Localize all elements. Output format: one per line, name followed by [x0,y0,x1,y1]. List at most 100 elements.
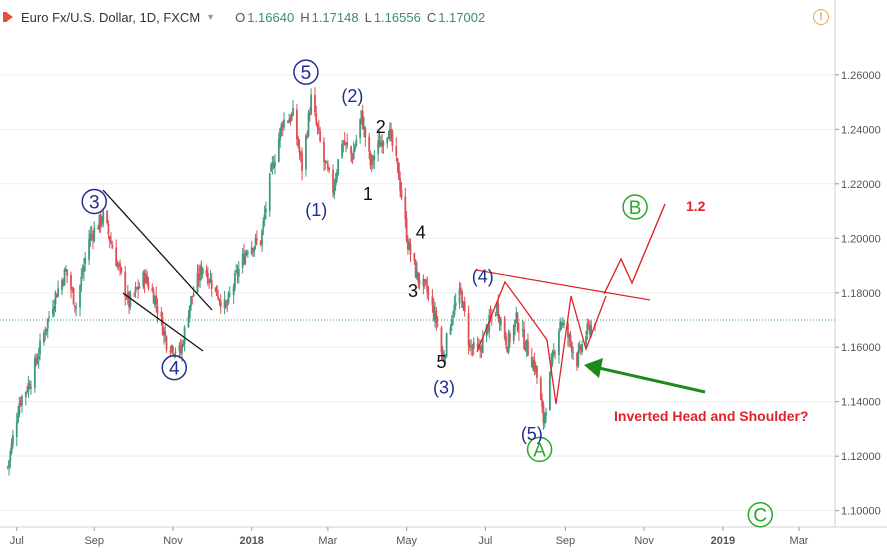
candle-body [155,295,158,305]
candle-body [352,150,355,160]
arrow-head [584,358,603,378]
candle-body [39,340,41,355]
candle-body [201,268,204,275]
candle-body [432,305,435,320]
candle-body [116,263,119,268]
candle-body [84,257,87,264]
candle-body [217,295,220,300]
candle-body [214,287,217,291]
wave-label-paren: (1) [305,200,327,220]
arrow-shaft [598,366,706,394]
candle-body [539,378,542,401]
candle-body [88,239,90,260]
candle-body [333,185,336,195]
candle-body [182,343,185,346]
candle-body [244,253,247,265]
candle-body [64,268,67,271]
candle-body [111,244,114,249]
candle-body [361,111,364,129]
candle-body [210,280,213,289]
candle-body [436,324,439,326]
candle-body [124,271,127,297]
low-label: L [364,9,372,25]
candle-body [196,273,199,293]
candle-body [119,263,121,267]
candle-body [151,288,154,292]
candle-body [516,313,519,331]
wedge-upper-line [102,189,213,311]
candle-body [146,275,149,283]
alert-icon[interactable]: ! [813,9,829,25]
x-tick-label: 2018 [239,535,263,547]
candle-body [576,353,578,367]
candle-body [336,172,338,181]
y-tick-label: 1.20000 [841,233,881,245]
candle-body [408,242,411,250]
candle-body [350,146,353,155]
candle-body [66,269,69,276]
candle-body [270,165,272,172]
candle-body [422,279,425,286]
candle-body [174,351,177,353]
candle-body [75,307,78,309]
candle-body [17,415,19,422]
candle-body [476,343,479,348]
candle-body [462,302,465,309]
candle-body [487,325,489,332]
candle-body [73,305,76,308]
x-tick-label: Sep [84,535,104,547]
candle-body [441,351,444,360]
candle-body [306,136,309,138]
candle-body [551,353,554,364]
candle-body [581,343,584,353]
candle-body [101,221,103,224]
candle-body [524,347,527,351]
candle-body [386,138,389,144]
candle-body [255,239,258,241]
candle-body [377,140,380,155]
candle-body [187,317,190,328]
candle-body [369,152,372,166]
candle-body [548,372,551,411]
wave-label-plain: 2 [376,117,386,137]
candle-body [128,292,130,308]
open-value: 1.16640 [247,9,295,25]
candle-body [459,287,462,290]
candle-body [8,460,10,468]
candle-body [360,110,363,119]
candle-body [468,344,471,348]
candle-body [192,293,195,297]
candle-body [170,345,173,351]
candle-body [563,323,565,325]
candle-body [271,162,274,167]
candle-body [292,107,294,116]
candle-body [92,234,94,240]
candle-body [404,196,407,220]
candle-body [19,401,22,405]
candle-body [515,312,518,322]
candle-body [33,358,36,389]
candle-body [479,347,482,350]
candle-body [351,154,354,162]
close-label: C [426,9,437,25]
candle-body [290,113,293,121]
chevron-down-icon[interactable]: ▼ [206,12,216,22]
candle-body [585,336,587,345]
y-tick-label: 1.22000 [841,179,881,191]
candle-body [138,286,141,289]
candle-body [126,292,129,299]
symbol-title[interactable]: Euro Fx/U.S. Dollar, 1D, FXCM [21,9,201,25]
candle-body [99,214,102,226]
candle-body [388,128,391,140]
candle-body [153,296,156,306]
candle-body [587,324,590,326]
candle-body [319,131,322,142]
candle-body [431,296,434,306]
candle-body [274,161,276,167]
candle-body [35,357,38,363]
x-tick-label: Mar [318,535,337,547]
candle-body [323,141,325,163]
candle-body [521,329,524,331]
candle-body [409,244,412,255]
